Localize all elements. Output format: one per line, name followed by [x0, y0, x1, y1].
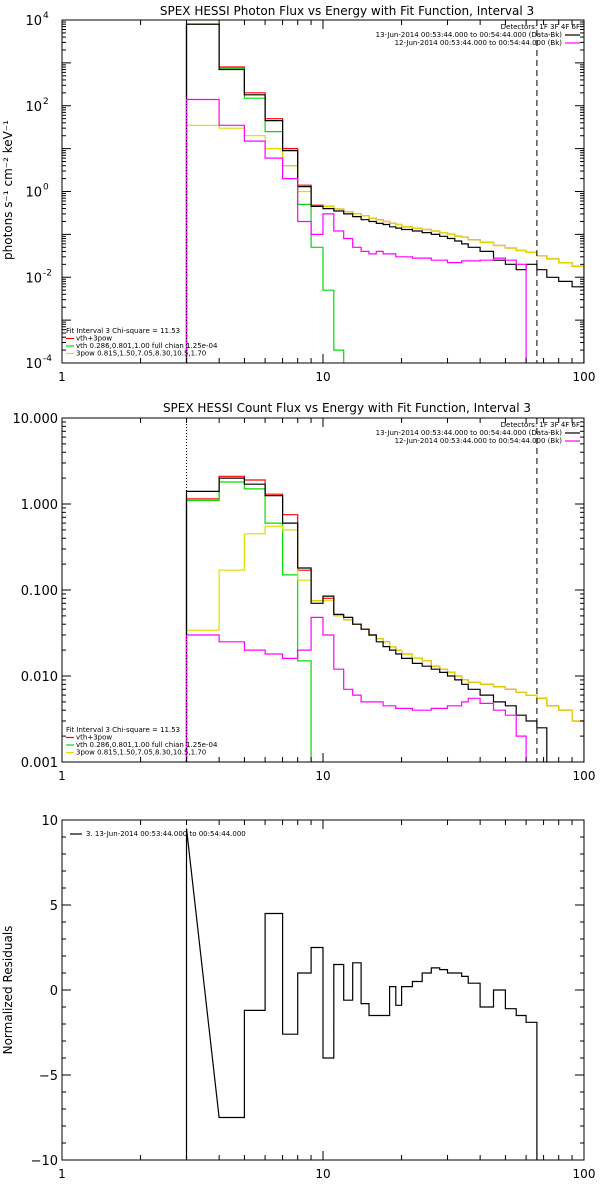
y-tick-label: 0.100 — [21, 584, 58, 599]
count-flux-panel: SPEX HESSI Count Flux vs Energy with Fit… — [13, 401, 596, 783]
y-axis-label: Normalized Residuals — [1, 926, 15, 1055]
legend-header: Detectors: 1F 3F 4F 6F — [501, 421, 580, 429]
y-tick-label: 0.010 — [21, 670, 58, 685]
series-data-bk — [185, 477, 548, 762]
legend-top-left: 3. 13-Jun-2014 00:53:44.000 to 00:54:44.… — [70, 830, 246, 838]
legend-header: Fit Interval 3 Chi-square = 11.53 — [66, 327, 180, 335]
y-tick-label: 10 — [25, 100, 42, 115]
legend-entry: vth 0.286,0.801,1.00 full chian 1.25e-04 — [76, 741, 218, 749]
x-tick-label: 100 — [573, 370, 596, 384]
x-tick-label: 100 — [573, 769, 596, 783]
y-axis-label: photons s⁻¹ cm⁻² keV⁻¹ — [1, 120, 15, 260]
y-tick-exponent: -2 — [43, 268, 52, 278]
legend-bottom-left: Fit Interval 3 Chi-square = 11.53vth+3po… — [66, 726, 218, 757]
plot-area — [185, 20, 584, 363]
y-tick-label: 10 — [41, 814, 58, 829]
series-residuals — [185, 828, 538, 1160]
legend-entry: 12-Jun-2014 00:53:44.000 to 00:54:44.000… — [395, 39, 563, 47]
legend-entry: 13-Jun-2014 00:53:44.000 to 00:54:44.000… — [376, 31, 563, 39]
legend-header: Detectors: 1F 3F 4F 6F — [501, 23, 580, 31]
legend-entry: 3. 13-Jun-2014 00:53:44.000 to 00:54:44.… — [86, 830, 246, 838]
residuals-panel: Normalized Residuals 1 10 100 −10 −5 0 5 10 3. 1… — [1, 814, 595, 1181]
legend-bottom-left: Fit Interval 3 Chi-square = 11.53vth+3po… — [66, 327, 218, 358]
legend-entry: 3pow 0.815,1.50,7.05,8.30,10.5,1.70 — [76, 749, 206, 757]
panel-title: SPEX HESSI Photon Flux vs Energy with Fi… — [160, 4, 534, 18]
y-tick-label: 5 — [50, 899, 58, 914]
x-tick-label: 10 — [315, 769, 330, 783]
photon-flux-panel: SPEX HESSI Photon Flux vs Energy with Fi… — [1, 4, 596, 384]
legend-entry: vth 0.286,0.801,1.00 full chian 1.25e-04 — [76, 342, 218, 350]
y-tick-label: 0.001 — [21, 756, 58, 771]
y-tick-label: 0 — [50, 984, 58, 999]
y-tick-label: 10 — [25, 14, 42, 29]
y-tick-exponent: 2 — [43, 97, 49, 107]
plot-area — [185, 828, 538, 1160]
y-tick-label: −10 — [31, 1154, 58, 1169]
series-3pow — [185, 124, 584, 363]
y-tick-label: 10 — [25, 271, 42, 286]
y-tick-label: 10 — [25, 357, 42, 372]
x-tick-label: 10 — [315, 1167, 330, 1181]
x-tick-label: 1 — [58, 769, 66, 783]
series-3pow — [185, 525, 584, 762]
y-tick-exponent: -4 — [43, 354, 52, 364]
y-tick-exponent: 0 — [43, 183, 49, 193]
panel-title: SPEX HESSI Count Flux vs Energy with Fit… — [163, 401, 531, 415]
x-tick-label: 1 — [58, 1167, 66, 1181]
y-tick-label: −5 — [39, 1069, 58, 1084]
x-tick-label: 100 — [573, 1167, 596, 1181]
legend-entry: vth+3pow — [76, 734, 112, 742]
y-tick-label: 10.000 — [13, 412, 59, 427]
x-tick-label: 10 — [315, 370, 330, 384]
series-bk — [185, 616, 527, 762]
legend-entry: 3pow 0.815,1.50,7.05,8.30,10.5,1.70 — [76, 350, 206, 358]
plot-area — [185, 418, 584, 762]
y-tick-label: 1.000 — [21, 498, 58, 513]
legend-entry: vth+3pow — [76, 335, 112, 343]
y-tick-label: 10 — [25, 186, 42, 201]
series-data-bk — [185, 23, 584, 363]
legend-entry: 12-Jun-2014 00:53:44.000 to 00:54:44.000… — [395, 437, 563, 445]
x-tick-label: 1 — [58, 370, 66, 384]
legend-header: Fit Interval 3 Chi-square = 11.53 — [66, 726, 180, 734]
y-tick-exponent: 4 — [43, 11, 49, 21]
legend-entry: 13-Jun-2014 00:53:44.000 to 00:54:44.000… — [376, 429, 563, 437]
series-bk — [185, 98, 527, 363]
